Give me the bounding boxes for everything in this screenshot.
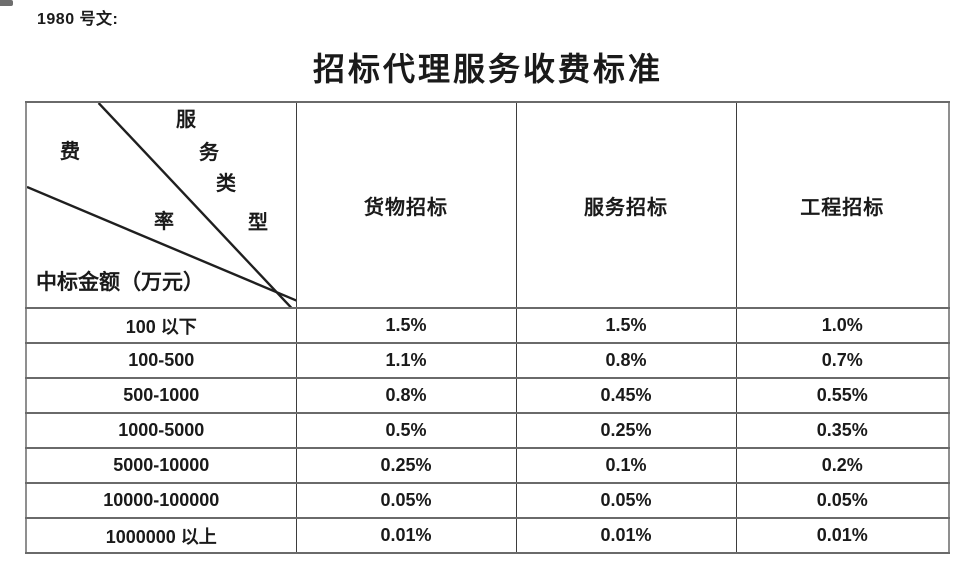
rate-cell: 0.01% [515,517,737,554]
rate-cell: 0.55% [735,377,950,414]
rate-cell: 1.1% [295,342,517,379]
table-header-row: 服 务 类 型 费 率 中标金额（万元） 货物招标 服务招标 工程招标 [25,101,950,309]
rate-cell: 0.05% [735,482,950,519]
table-row: 500-1000 0.8% 0.45% 0.55% [25,377,950,414]
amount-axis-label: 中标金额（万元） [36,270,204,294]
rate-cell: 1.5% [515,307,737,344]
rate-cell: 0.5% [295,412,517,449]
table-row: 1000-5000 0.5% 0.25% 0.35% [25,412,950,449]
rate-cell: 0.45% [515,377,737,414]
type-axis-char: 类 [216,173,236,195]
amount-range-cell: 100 以下 [25,307,297,344]
type-axis-char: 型 [248,212,268,234]
rate-axis-char: 费 [60,141,80,163]
amount-range-cell: 1000000 以上 [25,517,297,554]
rate-cell: 0.05% [515,482,737,519]
column-header-goods: 货物招标 [295,101,517,309]
amount-range-cell: 10000-100000 [25,482,297,519]
rate-cell: 0.7% [735,342,950,379]
table-row: 10000-100000 0.05% 0.05% 0.05% [25,482,950,519]
amount-range-cell: 500-1000 [25,377,297,414]
amount-range-cell: 5000-10000 [25,447,297,484]
table-row: 1000000 以上 0.01% 0.01% 0.01% [25,517,950,554]
fee-standard-table: 服 务 类 型 费 率 中标金额（万元） 货物招标 服务招标 工程招标 100 … [25,101,950,554]
column-header-works: 工程招标 [735,101,950,309]
rate-cell: 0.35% [735,412,950,449]
rate-cell: 0.01% [735,517,950,554]
rate-cell: 0.25% [515,412,737,449]
type-axis-char: 务 [199,142,219,164]
rate-cell: 0.8% [295,377,517,414]
rate-cell: 0.25% [295,447,517,484]
table-row: 100-500 1.1% 0.8% 0.7% [25,342,950,379]
amount-range-cell: 1000-5000 [25,412,297,449]
rate-cell: 0.8% [515,342,737,379]
column-header-services: 服务招标 [515,101,737,309]
rate-cell: 0.1% [515,447,737,484]
amount-range-cell: 100-500 [25,342,297,379]
rate-cell: 1.0% [735,307,950,344]
table-row: 5000-10000 0.25% 0.1% 0.2% [25,447,950,484]
document-number-label: 1980 号文: [37,11,119,28]
rate-cell: 1.5% [295,307,517,344]
page-corner-mark [0,0,13,6]
rate-cell: 0.05% [295,482,517,519]
type-axis-char: 服 [176,109,196,131]
table-row: 100 以下 1.5% 1.5% 1.0% [25,307,950,344]
rate-cell: 0.2% [735,447,950,484]
diagonal-divider-lines [27,103,296,307]
rate-cell: 0.01% [295,517,517,554]
rate-axis-char: 率 [154,211,174,233]
page-title: 招标代理服务收费标准 [312,51,663,87]
table-corner-cell: 服 务 类 型 费 率 中标金额（万元） [25,101,297,309]
